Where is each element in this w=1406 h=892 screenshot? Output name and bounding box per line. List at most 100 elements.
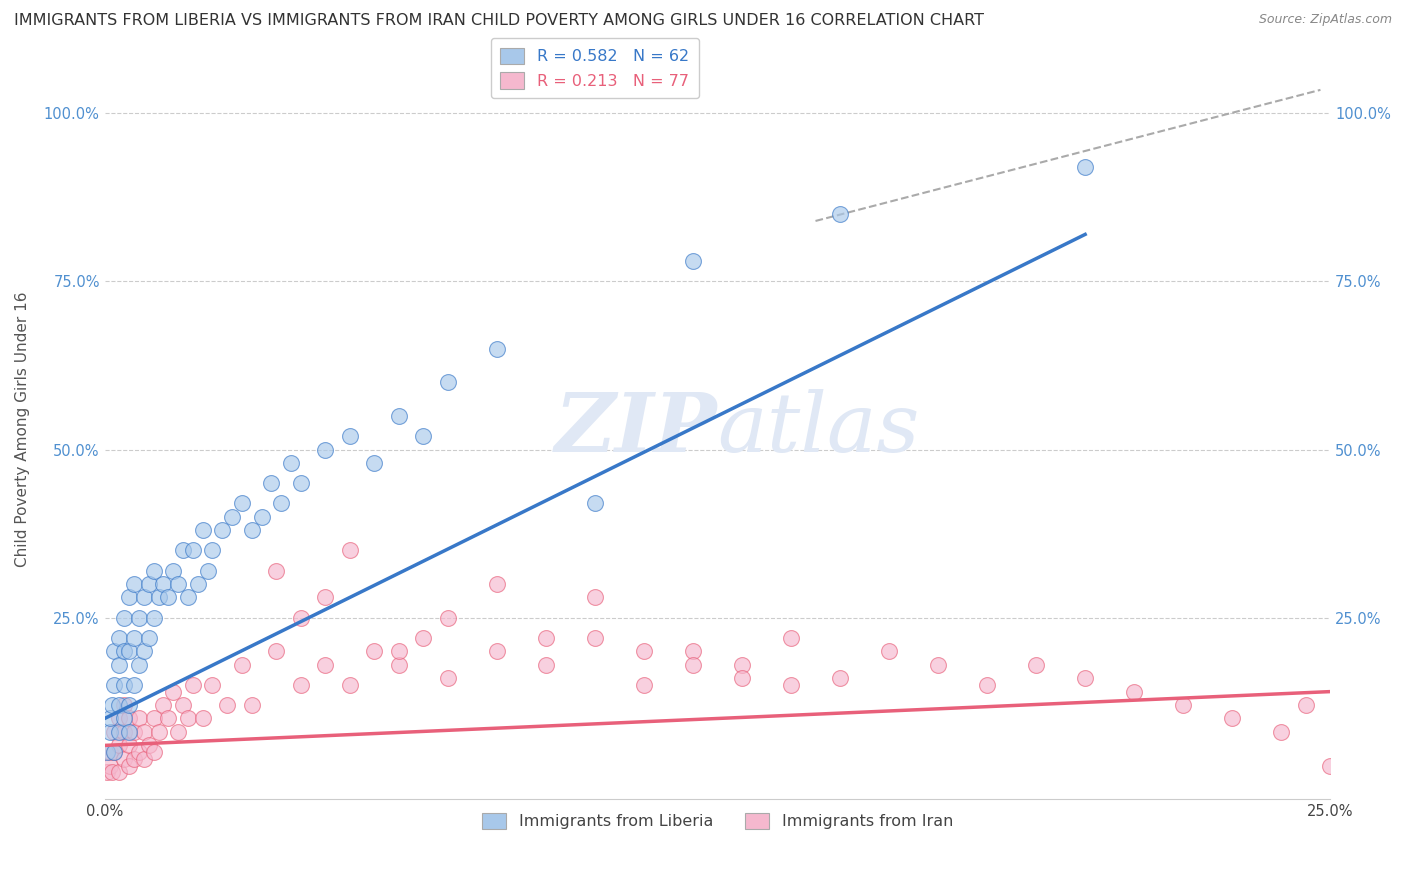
Point xyxy=(780,631,803,645)
Point xyxy=(112,644,135,658)
Point xyxy=(290,678,312,692)
Point xyxy=(162,564,184,578)
Point xyxy=(211,523,233,537)
Text: Source: ZipAtlas.com: Source: ZipAtlas.com xyxy=(1258,13,1392,27)
Point xyxy=(436,376,458,390)
Point xyxy=(1074,160,1097,174)
Point xyxy=(122,577,145,591)
Point xyxy=(112,698,135,712)
Point xyxy=(177,591,200,605)
Point xyxy=(240,523,263,537)
Point xyxy=(108,698,131,712)
Point xyxy=(132,752,155,766)
Point xyxy=(172,698,194,712)
Point xyxy=(101,698,124,712)
Point xyxy=(128,657,150,672)
Point xyxy=(1220,711,1243,725)
Point xyxy=(108,765,131,780)
Point xyxy=(534,657,557,672)
Point xyxy=(231,657,253,672)
Point xyxy=(122,725,145,739)
Point xyxy=(976,678,998,692)
Point xyxy=(633,678,655,692)
Point xyxy=(177,711,200,725)
Point xyxy=(152,577,174,591)
Point xyxy=(181,543,204,558)
Point xyxy=(108,631,131,645)
Point xyxy=(1319,758,1341,772)
Point xyxy=(128,711,150,725)
Point xyxy=(231,496,253,510)
Point xyxy=(122,678,145,692)
Point xyxy=(339,543,361,558)
Point xyxy=(485,644,508,658)
Point xyxy=(1025,657,1047,672)
Point xyxy=(101,765,124,780)
Point xyxy=(108,739,131,753)
Point xyxy=(181,678,204,692)
Point xyxy=(118,644,141,658)
Point xyxy=(103,644,125,658)
Point xyxy=(201,678,224,692)
Point xyxy=(339,678,361,692)
Point xyxy=(682,657,704,672)
Point xyxy=(187,577,209,591)
Point xyxy=(132,644,155,658)
Point xyxy=(152,698,174,712)
Point xyxy=(412,631,434,645)
Point xyxy=(731,671,754,685)
Point xyxy=(1173,698,1195,712)
Point xyxy=(1123,684,1146,698)
Point xyxy=(197,564,219,578)
Point xyxy=(1270,725,1292,739)
Point xyxy=(122,631,145,645)
Text: IMMIGRANTS FROM LIBERIA VS IMMIGRANTS FROM IRAN CHILD POVERTY AMONG GIRLS UNDER : IMMIGRANTS FROM LIBERIA VS IMMIGRANTS FR… xyxy=(14,13,984,29)
Point xyxy=(388,409,411,423)
Point xyxy=(148,591,170,605)
Point xyxy=(682,644,704,658)
Point xyxy=(436,610,458,624)
Point xyxy=(142,564,165,578)
Point xyxy=(583,591,606,605)
Point xyxy=(112,725,135,739)
Point xyxy=(583,496,606,510)
Point xyxy=(103,745,125,759)
Point xyxy=(240,698,263,712)
Point xyxy=(388,644,411,658)
Point xyxy=(201,543,224,558)
Point xyxy=(221,509,243,524)
Point xyxy=(363,456,385,470)
Point xyxy=(96,765,118,780)
Point xyxy=(118,725,141,739)
Point xyxy=(103,745,125,759)
Point xyxy=(167,725,190,739)
Point xyxy=(128,610,150,624)
Point xyxy=(98,758,121,772)
Point xyxy=(103,725,125,739)
Point xyxy=(118,698,141,712)
Point xyxy=(98,711,121,725)
Point xyxy=(828,671,851,685)
Point xyxy=(148,725,170,739)
Point xyxy=(485,342,508,356)
Point xyxy=(142,711,165,725)
Point xyxy=(485,577,508,591)
Point xyxy=(112,752,135,766)
Point xyxy=(98,745,121,759)
Point xyxy=(731,657,754,672)
Point xyxy=(280,456,302,470)
Point xyxy=(157,591,180,605)
Point xyxy=(122,752,145,766)
Point xyxy=(290,610,312,624)
Point xyxy=(191,711,214,725)
Point xyxy=(583,631,606,645)
Point xyxy=(128,745,150,759)
Point xyxy=(103,678,125,692)
Point xyxy=(290,476,312,491)
Point xyxy=(534,631,557,645)
Point xyxy=(314,442,336,457)
Point xyxy=(118,739,141,753)
Point xyxy=(264,644,287,658)
Point xyxy=(412,429,434,443)
Point xyxy=(167,577,190,591)
